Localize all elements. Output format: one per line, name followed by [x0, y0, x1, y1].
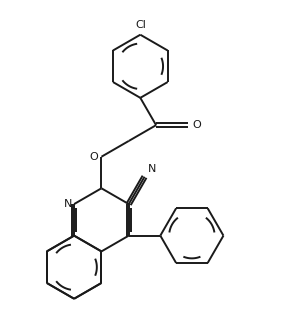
Text: Cl: Cl [135, 20, 146, 30]
Text: O: O [192, 120, 201, 130]
Text: O: O [89, 152, 98, 162]
Text: N: N [64, 199, 73, 209]
Text: N: N [148, 164, 156, 174]
